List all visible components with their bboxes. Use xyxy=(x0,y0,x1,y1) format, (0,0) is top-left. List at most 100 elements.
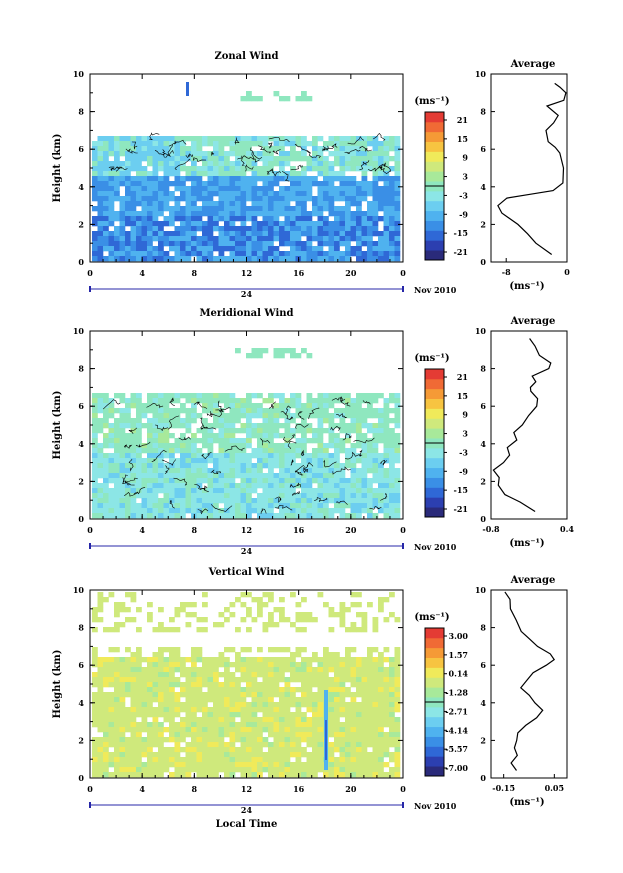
average-profile: Average 0 2 4 6 8 10 -8 0 (ms⁻¹) xyxy=(475,59,570,292)
colorbar-swatch xyxy=(425,756,444,767)
date-axis-ends xyxy=(89,802,404,808)
x-tick-label: 20 xyxy=(345,525,357,535)
y-tick-label: 2 xyxy=(78,219,84,229)
average-line xyxy=(504,591,556,771)
colorbar-swatch xyxy=(425,447,444,459)
average-y-tick-label: 0 xyxy=(480,514,486,524)
x-axis-label: Local Time xyxy=(216,819,278,830)
colorbar-swatch xyxy=(425,477,444,488)
x-tick-label: 20 xyxy=(345,268,357,278)
colorbar-swatch xyxy=(425,457,444,469)
colorbar-swatch xyxy=(425,667,444,678)
average-y-tick-label: 2 xyxy=(480,219,486,229)
average-x-tick-label: 0 xyxy=(564,267,570,277)
average-y-tick-label: 8 xyxy=(480,623,486,633)
average-y-tick-label: 10 xyxy=(475,69,487,79)
colorbar-tick-label: -9 xyxy=(459,209,468,219)
colorbar: 21 15 9 3 -3 -9 -15 -21 xyxy=(424,111,468,261)
data-cell xyxy=(186,82,189,96)
average-y-tick-label: 2 xyxy=(480,476,486,486)
average-y-tick-label: 2 xyxy=(480,735,486,745)
y-tick-label: 10 xyxy=(73,585,85,595)
y-tick-label: 10 xyxy=(73,326,85,336)
average-y-tick-label: 0 xyxy=(480,257,486,267)
colorbar-swatch xyxy=(425,418,444,429)
heatmap xyxy=(92,592,401,778)
colorbar-swatch xyxy=(425,121,444,133)
y-tick-label: 4 xyxy=(78,698,84,708)
colorbar-swatch xyxy=(425,230,444,241)
average-x-tick-label: -0.15 xyxy=(492,783,515,793)
x-tick-label: 0 xyxy=(87,784,93,794)
colorbar-swatch xyxy=(425,726,444,737)
average-y-tick-label: 8 xyxy=(480,364,486,374)
colorbar-swatch xyxy=(425,507,444,518)
colorbar-tick-label: -15 xyxy=(454,485,468,495)
colorbar-tick-label: 1.57 xyxy=(449,650,468,660)
x-tick-label: 16 xyxy=(293,268,305,278)
colorbar-swatch xyxy=(425,766,444,777)
month-label: Nov 2010 xyxy=(414,801,457,811)
average-title: Average xyxy=(510,316,556,327)
colorbar-unit: (ms⁻¹) xyxy=(414,612,449,623)
colorbar-swatch xyxy=(425,388,444,399)
average-title: Average xyxy=(510,59,556,70)
colorbar-swatch xyxy=(425,677,444,688)
average-y-tick-label: 6 xyxy=(480,401,486,411)
colorbar-swatch xyxy=(425,647,444,658)
colorbar-swatch xyxy=(425,190,444,202)
data-cell xyxy=(325,720,327,760)
average-line xyxy=(497,82,567,255)
date-label: 24 xyxy=(241,546,253,556)
colorbar-tick-label: 3.00 xyxy=(449,631,469,641)
colorbar-swatch xyxy=(425,497,444,508)
x-tick-label: 0 xyxy=(87,268,93,278)
contour-lines xyxy=(102,396,388,515)
x-tick-label: 4 xyxy=(139,784,145,794)
x-tick-label: 4 xyxy=(139,525,145,535)
colorbar-tick-label: -2.71 xyxy=(445,706,468,716)
date-axis-ends xyxy=(89,286,404,292)
colorbar-swatch xyxy=(425,746,444,757)
x-tick-label: 4 xyxy=(139,268,145,278)
colorbar-tick-label: 21 xyxy=(457,372,468,382)
x-tick-label: 0 xyxy=(400,525,406,535)
colorbar-swatch xyxy=(425,716,444,728)
x-tick-label: 8 xyxy=(192,268,198,278)
average-y-tick-label: 0 xyxy=(480,773,486,783)
y-axis-label: Height (km) xyxy=(52,391,63,460)
average-y-tick-label: 6 xyxy=(480,144,486,154)
x-tick-label: 12 xyxy=(241,525,252,535)
average-x-label: (ms⁻¹) xyxy=(509,797,544,808)
x-tick-label: 16 xyxy=(293,784,305,794)
y-tick-label: 6 xyxy=(78,660,84,670)
x-tick-label: 8 xyxy=(192,525,198,535)
heatmap xyxy=(92,82,401,262)
date-label: 24 xyxy=(241,289,253,299)
y-tick-label: 0 xyxy=(78,514,84,524)
y-tick-label: 6 xyxy=(78,144,84,154)
panel-title: Vertical Wind xyxy=(208,567,285,578)
average-x-tick-label: 0.05 xyxy=(545,783,564,793)
colorbar-swatch xyxy=(425,637,444,649)
colorbar-swatch xyxy=(425,428,444,439)
colorbar-swatch xyxy=(425,200,444,212)
colorbar-tick-label: -1.28 xyxy=(445,688,468,698)
colorbar-tick-label: -4.14 xyxy=(445,725,468,735)
colorbar-tick-label: 15 xyxy=(457,391,468,401)
colorbar-swatch xyxy=(425,141,444,152)
average-frame xyxy=(490,330,568,520)
colorbar-swatch xyxy=(425,687,444,698)
colorbar-swatch xyxy=(425,240,444,251)
colorbar-swatch xyxy=(425,467,444,478)
x-tick-label: 0 xyxy=(87,525,93,535)
y-tick-label: 0 xyxy=(78,773,84,783)
average-y-tick-label: 8 xyxy=(480,107,486,117)
average-x-tick-label: -8 xyxy=(502,267,511,277)
colorbar-swatch xyxy=(425,171,444,182)
date-axis-ends xyxy=(89,543,404,549)
average-profile: Average 0 2 4 6 8 10 -0.8 0.4 (ms⁻¹) xyxy=(475,316,575,549)
x-tick-label: 0 xyxy=(400,268,406,278)
